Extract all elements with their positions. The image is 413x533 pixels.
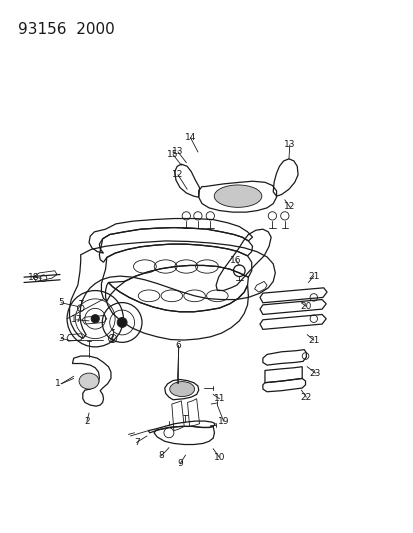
Circle shape (91, 314, 99, 323)
Text: 18: 18 (28, 273, 40, 281)
Text: 10: 10 (213, 453, 225, 462)
Text: 8: 8 (158, 451, 164, 460)
Text: 3: 3 (58, 334, 64, 343)
Text: 6: 6 (175, 341, 180, 350)
Text: 12: 12 (172, 171, 183, 179)
Ellipse shape (169, 382, 194, 397)
Text: 1: 1 (55, 379, 61, 388)
Ellipse shape (79, 373, 99, 389)
Text: 17: 17 (71, 316, 82, 324)
Text: 11: 11 (213, 394, 225, 403)
Text: 13: 13 (283, 141, 295, 149)
Circle shape (117, 318, 127, 327)
Text: 22: 22 (300, 393, 311, 401)
Text: 13: 13 (172, 148, 183, 156)
Text: 14: 14 (184, 133, 196, 142)
Text: 19: 19 (217, 417, 229, 425)
Text: 9: 9 (177, 459, 183, 468)
Text: 2: 2 (84, 417, 90, 425)
Text: 20: 20 (300, 302, 311, 311)
Text: 5: 5 (58, 298, 64, 307)
Text: 12: 12 (283, 203, 295, 211)
Text: 93156  2000: 93156 2000 (18, 22, 114, 37)
Text: 4: 4 (109, 336, 114, 344)
Text: 7: 7 (133, 438, 139, 447)
Text: 21: 21 (307, 272, 319, 280)
Ellipse shape (214, 185, 261, 207)
Text: 15: 15 (167, 150, 178, 159)
Text: 21: 21 (307, 336, 319, 344)
Text: 23: 23 (309, 369, 320, 377)
Text: 16: 16 (230, 256, 241, 264)
